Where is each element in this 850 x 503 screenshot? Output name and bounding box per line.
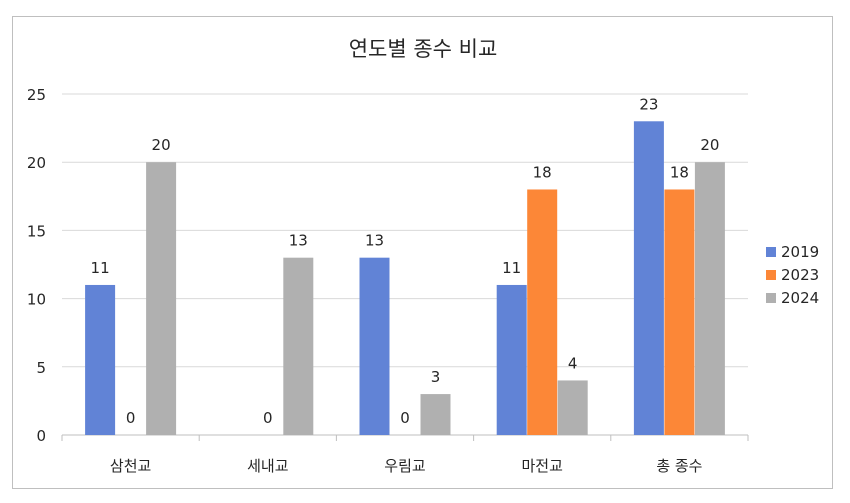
legend-label: 2024 [781,289,819,307]
data-label: 13 [289,232,308,250]
data-label: 20 [700,136,719,154]
bar-2019 [633,121,664,435]
data-label: 18 [670,163,689,181]
bar-2023 [664,189,695,435]
x-tick-label: 우림교 [384,457,425,475]
bar-2024 [283,257,314,435]
bar-2019 [359,257,390,435]
x-tick-label: 세내교 [247,457,288,475]
data-labels: 11 0 20 0 13 13 0 3 11 18 4 23 18 20 [91,95,720,427]
bar-2024 [146,162,177,435]
y-tick-label: 10 [27,291,46,309]
bars [85,121,725,435]
legend-label: 2019 [781,243,819,261]
bar-2019 [496,284,527,435]
x-tick-label: 삼천교 [110,457,151,475]
data-label: 0 [126,409,136,427]
bar-2023 [527,189,558,435]
y-tick-label: 25 [27,86,46,104]
data-label: 3 [431,368,441,386]
legend: 2019 2023 2024 [766,243,819,307]
x-tick-label: 총 종수 [656,457,702,475]
bar-2019 [85,284,116,435]
data-label: 11 [502,259,521,277]
data-label: 0 [400,409,410,427]
bar-2024 [557,380,588,435]
y-tick-label: 0 [36,427,46,445]
chart-title: 연도별 종수 비교 [349,37,498,61]
axes: 0 5 10 15 20 25 삼천교 세내교 우림교 마전교 총 종수 [27,86,749,475]
legend-swatch-2019 [766,247,776,257]
bar-2024 [694,162,725,435]
legend-swatch-2023 [766,270,776,280]
data-label: 20 [152,136,171,154]
y-tick-label: 5 [36,359,46,377]
y-tick-label: 15 [27,222,46,240]
x-tick-label: 마전교 [521,457,562,475]
data-label: 0 [263,409,273,427]
gridlines [62,93,748,368]
data-label: 18 [533,163,552,181]
data-label: 13 [365,232,384,250]
bar-2024 [420,394,451,435]
y-tick-label: 20 [27,154,46,172]
data-label: 4 [568,354,578,372]
legend-label: 2023 [781,266,819,284]
data-label: 11 [91,259,110,277]
data-label: 23 [639,95,658,113]
legend-swatch-2024 [766,293,776,303]
